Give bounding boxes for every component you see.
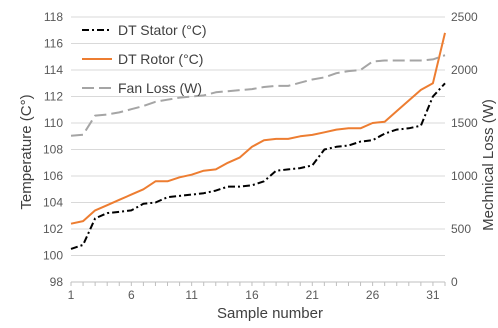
y2-tick-label: 1500 (451, 116, 478, 130)
y-axis-label: Temperature (C°) (18, 94, 35, 209)
y-tick-label: 100 (43, 249, 63, 263)
y-tick-label: 104 (43, 196, 63, 210)
x-tick-label: 21 (306, 288, 320, 302)
y2-tick-label: 1000 (451, 169, 478, 183)
gridlines (71, 16, 445, 283)
y2-tick-label: 500 (451, 222, 471, 236)
y-tick-label: 108 (43, 143, 63, 157)
series-line-2 (70, 54, 446, 137)
x-axis-label: Sample number (217, 305, 323, 322)
legend: DT Stator (°C) DT Rotor (°C) Fan Loss (W) (82, 22, 207, 96)
legend-label-2: Fan Loss (W) (118, 80, 202, 96)
y-tick-label: 118 (44, 10, 63, 24)
legend-label-0: DT Stator (°C) (118, 22, 207, 38)
x-tick-label: 16 (245, 288, 259, 302)
y-tick-label: 106 (43, 169, 63, 183)
series-lines (70, 32, 446, 250)
x-tick-label: 6 (128, 288, 135, 302)
x-tick-label: 26 (366, 288, 380, 302)
y2-axis-label: Mechnical Loss (W) (480, 99, 497, 231)
legend-label-1: DT Rotor (°C) (118, 51, 203, 67)
x-tick-label: 31 (426, 288, 440, 302)
series-line-0 (70, 82, 446, 250)
x-tick-label: 11 (185, 288, 198, 302)
y-tick-label: 110 (44, 116, 63, 130)
y-tick-label: 102 (43, 222, 63, 236)
axes: 9810010210410610811011211411611805001000… (43, 10, 478, 302)
y-tick-label: 116 (44, 37, 63, 51)
y-tick-label: 114 (44, 63, 63, 77)
y2-tick-label: 2000 (451, 63, 478, 77)
series-line-1 (70, 32, 446, 225)
x-tick-label: 1 (68, 288, 75, 302)
y2-tick-label: 0 (451, 275, 458, 289)
y2-tick-label: 2500 (451, 10, 478, 24)
y-tick-label: 98 (50, 275, 64, 289)
y-tick-label: 112 (44, 90, 63, 104)
